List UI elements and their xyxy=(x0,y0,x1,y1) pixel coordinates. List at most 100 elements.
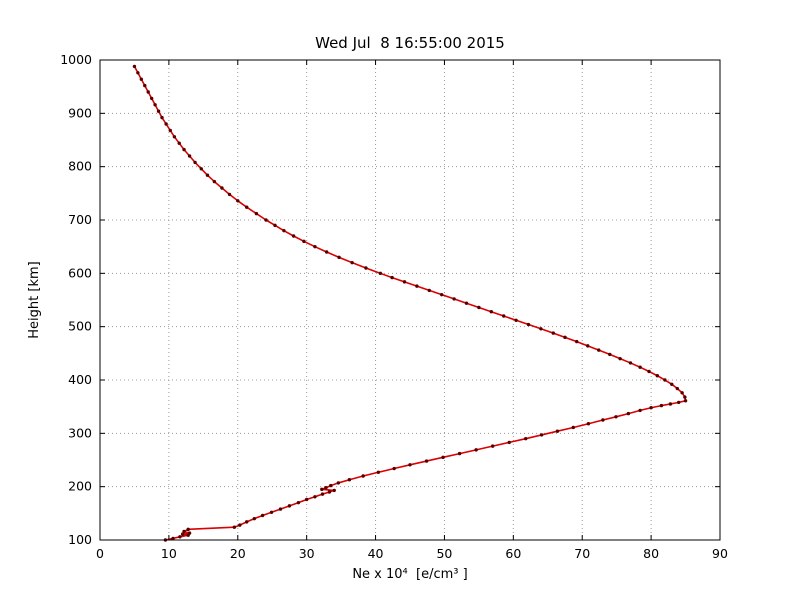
data-point-marker xyxy=(514,318,518,322)
data-point-marker xyxy=(178,535,182,539)
data-point-marker xyxy=(313,244,317,249)
data-point-marker xyxy=(177,141,181,145)
data-point-marker xyxy=(132,64,137,69)
data-point-marker xyxy=(146,90,150,94)
y-tick-label: 400 xyxy=(68,372,92,387)
data-point-marker xyxy=(675,386,679,391)
data-point-marker xyxy=(474,448,478,452)
data-point-marker xyxy=(614,415,618,419)
data-point-marker xyxy=(180,532,185,536)
x-tick-label: 60 xyxy=(505,546,521,561)
data-point-marker xyxy=(663,378,667,382)
data-point-marker xyxy=(236,199,240,203)
chart-generated-layers: 0 10 20 30 40 50 60 70 80 90 100 200 300 400 500 600 700… xyxy=(60,52,728,561)
data-point-marker xyxy=(254,211,259,216)
data-point-marker xyxy=(347,478,352,482)
data-point-marker xyxy=(287,504,292,508)
data-point-marker xyxy=(212,179,217,184)
data-point-marker xyxy=(245,205,249,209)
data-point-marker xyxy=(551,331,555,335)
data-point-marker xyxy=(337,255,341,260)
data-point-marker xyxy=(139,77,144,81)
x-tick-label: 50 xyxy=(436,546,452,561)
data-point-marker xyxy=(264,218,268,222)
data-point-marker xyxy=(655,374,660,378)
data-point-marker xyxy=(232,525,237,529)
ne-profile-markers xyxy=(132,64,688,542)
data-point-marker xyxy=(524,436,528,441)
data-point-marker xyxy=(282,228,286,233)
data-point-marker xyxy=(415,284,419,288)
data-point-marker xyxy=(586,422,591,426)
x-tick-label: 80 xyxy=(643,546,659,561)
data-point-marker xyxy=(571,425,575,430)
data-point-marker xyxy=(320,492,325,496)
data-point-marker xyxy=(628,361,633,365)
data-point-marker xyxy=(670,382,674,386)
data-point-marker xyxy=(402,280,407,284)
data-point-marker xyxy=(408,463,412,467)
x-tick-label: 20 xyxy=(230,546,246,561)
data-point-marker xyxy=(153,103,157,107)
data-point-marker xyxy=(668,402,673,406)
x-tick-label: 0 xyxy=(96,546,104,561)
data-point-marker xyxy=(164,122,168,126)
x-tick-label: 70 xyxy=(574,546,590,561)
data-point-marker xyxy=(187,154,192,158)
data-point-marker xyxy=(149,96,154,101)
y-tick-label: 200 xyxy=(68,479,92,494)
data-point-marker xyxy=(452,297,456,301)
data-point-marker xyxy=(441,455,445,460)
data-point-marker xyxy=(143,83,147,88)
data-point-marker xyxy=(392,466,396,471)
data-point-marker xyxy=(597,348,601,352)
y-tick-label: 1000 xyxy=(60,52,92,67)
data-point-marker xyxy=(501,314,506,318)
data-point-marker xyxy=(252,516,257,521)
data-point-marker xyxy=(296,500,301,505)
data-point-marker xyxy=(680,391,684,395)
data-point-marker xyxy=(489,310,493,314)
data-point-marker xyxy=(220,186,224,190)
y-tick-label: 800 xyxy=(68,159,92,174)
data-point-marker xyxy=(626,411,631,416)
data-point-marker xyxy=(245,520,249,524)
data-point-marker xyxy=(490,444,495,448)
y-tick-label: 100 xyxy=(68,532,92,547)
data-point-marker xyxy=(136,71,140,75)
data-point-marker xyxy=(304,497,309,502)
x-axis-label: Ne x 10⁴ [e/cm³ ] xyxy=(352,567,467,582)
data-point-marker xyxy=(329,483,333,488)
chart-title: Wed Jul 8 16:55:00 2015 xyxy=(315,34,505,52)
data-point-marker xyxy=(526,322,531,327)
data-point-marker xyxy=(647,369,651,374)
data-point-marker xyxy=(327,490,332,494)
data-point-marker xyxy=(273,223,277,228)
x-tick-label: 40 xyxy=(368,546,384,561)
x-tick-label: 10 xyxy=(161,546,177,561)
data-point-marker xyxy=(182,529,186,534)
data-point-marker xyxy=(638,408,642,413)
data-point-marker xyxy=(361,474,365,478)
data-point-marker xyxy=(539,327,543,331)
data-point-marker xyxy=(324,250,329,254)
plot-area xyxy=(100,60,720,540)
data-point-marker xyxy=(227,192,232,197)
data-point-marker xyxy=(205,173,210,177)
data-point-marker xyxy=(424,459,429,463)
data-point-marker xyxy=(649,406,653,410)
data-point-marker xyxy=(563,335,567,340)
data-point-marker xyxy=(390,275,394,280)
data-point-marker xyxy=(193,160,197,165)
data-point-marker xyxy=(555,429,560,433)
data-point-marker xyxy=(477,305,481,310)
data-point-marker xyxy=(302,239,306,244)
data-point-marker xyxy=(171,536,175,541)
data-point-marker xyxy=(378,271,383,276)
data-point-marker xyxy=(457,451,462,456)
data-point-marker xyxy=(638,365,642,369)
data-point-marker xyxy=(238,523,242,527)
data-point-marker xyxy=(586,344,590,348)
